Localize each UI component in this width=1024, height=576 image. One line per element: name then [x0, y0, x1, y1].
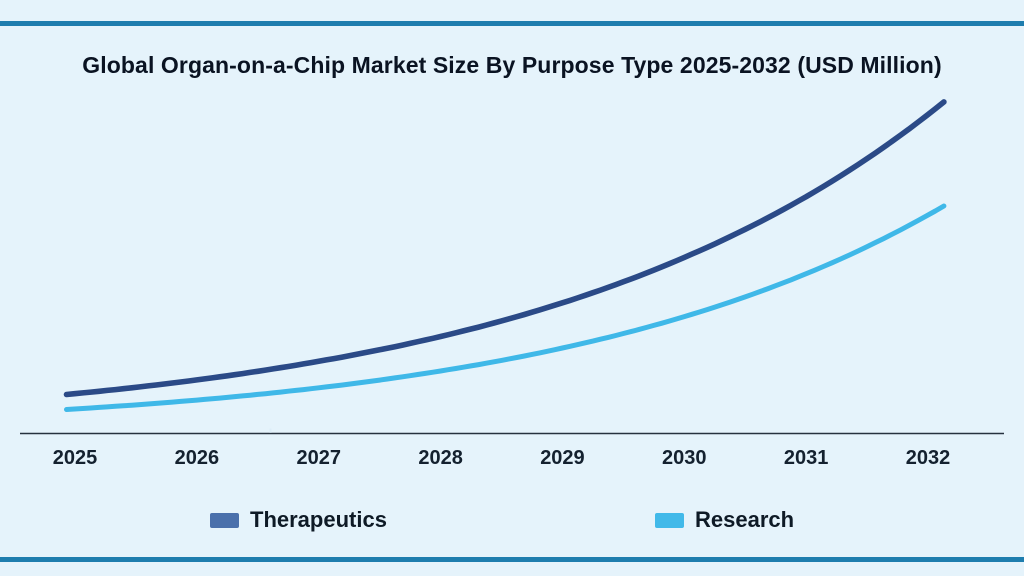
legend-swatch-therapeutics: [210, 512, 239, 528]
legend-swatch-research: [655, 512, 684, 528]
chart-title: Global Organ-on-a-Chip Market Size By Pu…: [82, 52, 942, 78]
x-tick-label-2025: 2025: [52, 447, 98, 469]
legend-label-research: Research: [695, 507, 795, 532]
legend-item-therapeutics: Therapeutics: [210, 507, 387, 533]
bottom-border-line: [0, 557, 1024, 562]
legend-label-therapeutics: Therapeutics: [250, 507, 387, 532]
x-tick-label-2028: 2028: [418, 447, 463, 469]
x-tick-label-2027: 2027: [296, 447, 341, 469]
line-chart-plot: [20, 99, 1004, 435]
series-line-therapeutics: [63, 99, 947, 398]
top-border-line: [0, 21, 1024, 26]
legend-item-research: Research: [655, 507, 794, 533]
x-tick-label-2032: 2032: [905, 447, 951, 469]
x-tick-label-2031: 2031: [783, 447, 829, 469]
x-tick-label-2029: 2029: [540, 447, 585, 469]
x-tick-label-2030: 2030: [662, 447, 707, 469]
x-tick-label-2026: 2026: [174, 447, 220, 469]
series-line-research: [64, 203, 947, 412]
